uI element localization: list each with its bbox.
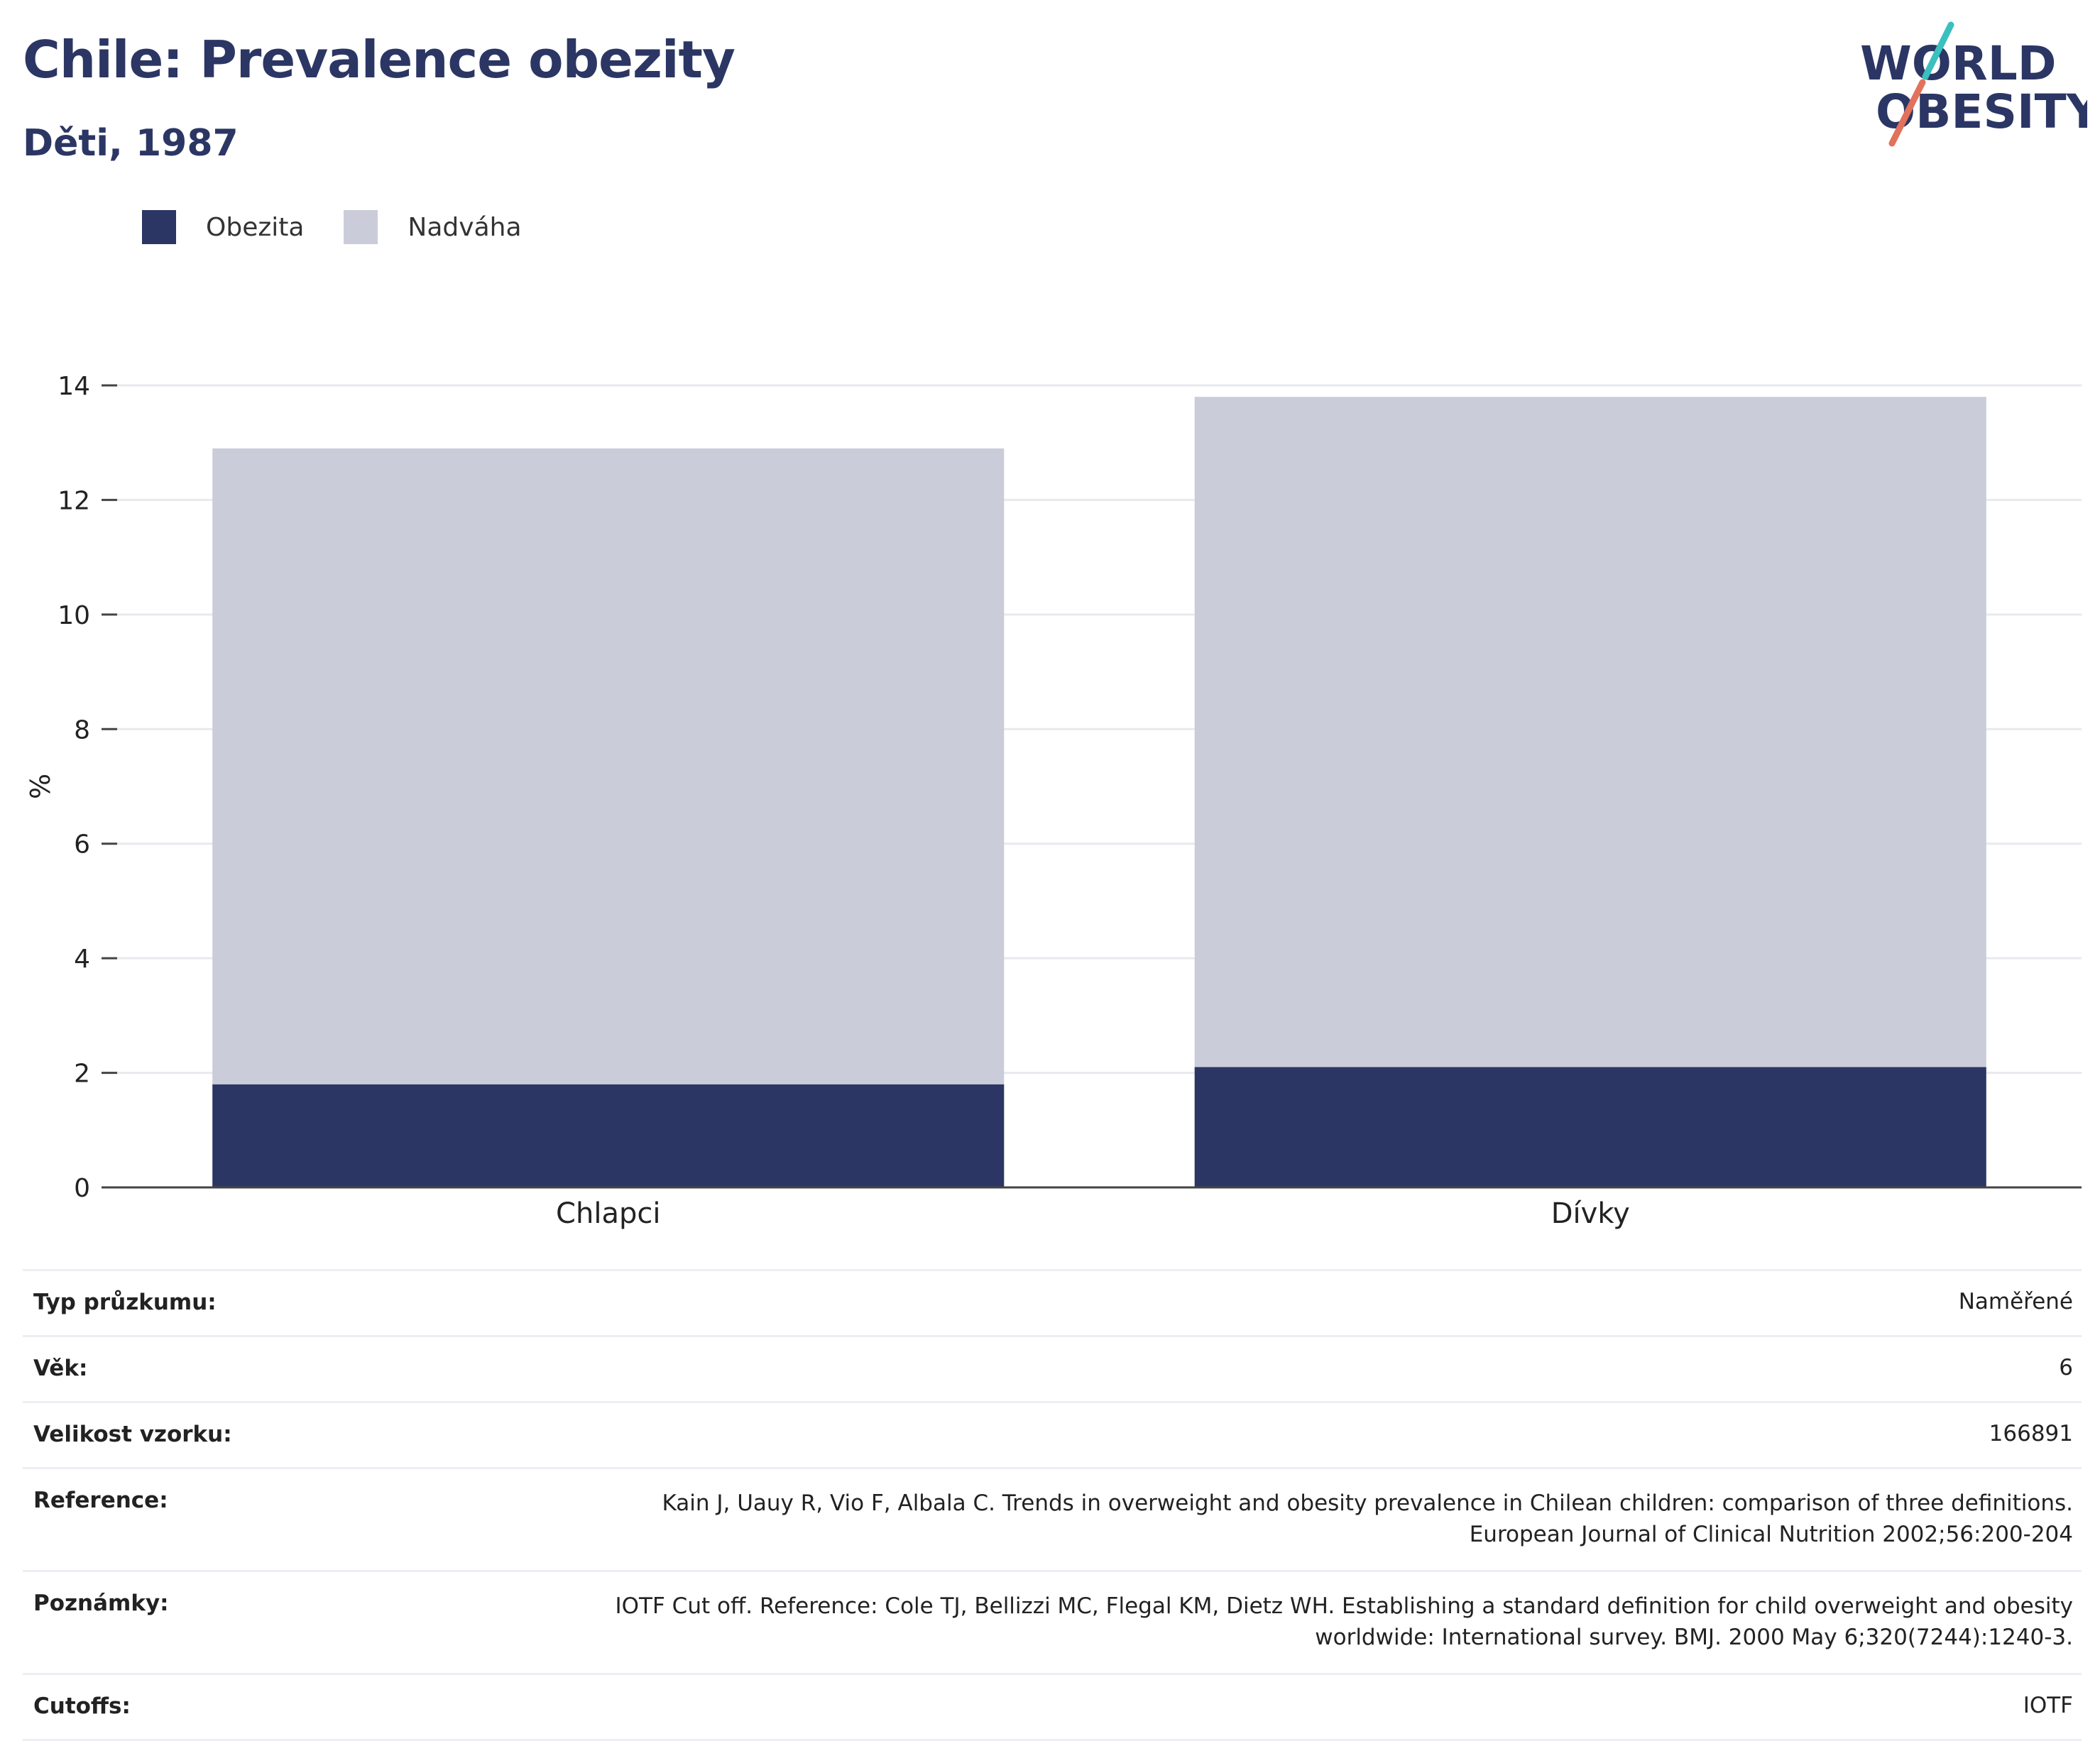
info-value-notes: IOTF Cut off. Reference: Cole TJ, Belliz… [615, 1593, 2073, 1650]
y-tick-label: 6 [74, 830, 90, 859]
y-tick-label: 8 [74, 715, 90, 745]
legend-label-obesity: Obezita [206, 212, 305, 242]
y-axis-label: % [25, 774, 56, 799]
y-tick-label: 12 [58, 486, 90, 515]
y-tick-label: 2 [74, 1060, 90, 1089]
legend-item-overweight[interactable]: Nadváha [344, 210, 522, 244]
info-row-age: Věk: 6 [23, 1335, 2082, 1401]
info-row-cutoffs: Cutoffs: IOTF [23, 1673, 2082, 1741]
info-label-sample-size: Velikost vzorku: [33, 1422, 232, 1447]
chart-legend: Obezita Nadváha [142, 210, 562, 244]
info-value-sample-size: 166891 [1989, 1421, 2073, 1446]
info-label-notes: Poznámky: [33, 1591, 169, 1616]
bar-obesity-0[interactable] [212, 1084, 1005, 1187]
info-row-notes: Poznámky: IOTF Cut off. Reference: Cole … [23, 1570, 2082, 1673]
legend-swatch-obesity [142, 210, 176, 244]
chart-subtitle: Děti, 1987 [23, 122, 239, 165]
info-row-survey-type: Typ průzkumu: Naměřené [23, 1269, 2082, 1335]
info-value-reference: Kain J, Uauy R, Vio F, Albala C. Trends … [662, 1490, 2073, 1547]
legend-item-obesity[interactable]: Obezita [142, 210, 304, 244]
x-tick-label: Chlapci [556, 1197, 660, 1230]
legend-swatch-overweight [344, 210, 378, 244]
info-value-cutoffs: IOTF [2023, 1693, 2073, 1718]
bar-overweight-0[interactable] [212, 448, 1005, 1084]
info-value-age: 6 [2059, 1355, 2073, 1380]
info-value-survey-type: Naměřené [1958, 1289, 2073, 1314]
info-label-reference: Reference: [33, 1488, 168, 1513]
stacked-bar-chart: 0 2 4 6 8 10 12 14% Chlapci Dívky [25, 372, 2082, 1230]
y-tick-label: 0 [74, 1174, 90, 1203]
world-obesity-logo: WORLD OBESITY [1860, 21, 2087, 147]
y-tick-label: 14 [58, 372, 90, 401]
info-label-age: Věk: [33, 1356, 88, 1381]
logo-line1: WORLD [1860, 36, 2057, 91]
info-row-sample-size: Velikost vzorku: 166891 [23, 1401, 2082, 1467]
legend-label-overweight: Nadváha [408, 212, 522, 242]
bar-obesity-1[interactable] [1194, 1067, 1986, 1188]
chart-title: Chile: Prevalence obezity [23, 30, 735, 89]
info-label-cutoffs: Cutoffs: [33, 1693, 131, 1719]
survey-info-table: Typ průzkumu: Naměřené Věk: 6 Velikost v… [23, 1269, 2082, 1741]
info-label-survey-type: Typ průzkumu: [33, 1290, 217, 1315]
y-tick-label: 10 [58, 601, 90, 630]
x-tick-label: Dívky [1551, 1197, 1630, 1230]
y-tick-label: 4 [74, 945, 90, 974]
info-row-reference: Reference: Kain J, Uauy R, Vio F, Albala… [23, 1467, 2082, 1570]
bar-overweight-1[interactable] [1194, 397, 1986, 1067]
